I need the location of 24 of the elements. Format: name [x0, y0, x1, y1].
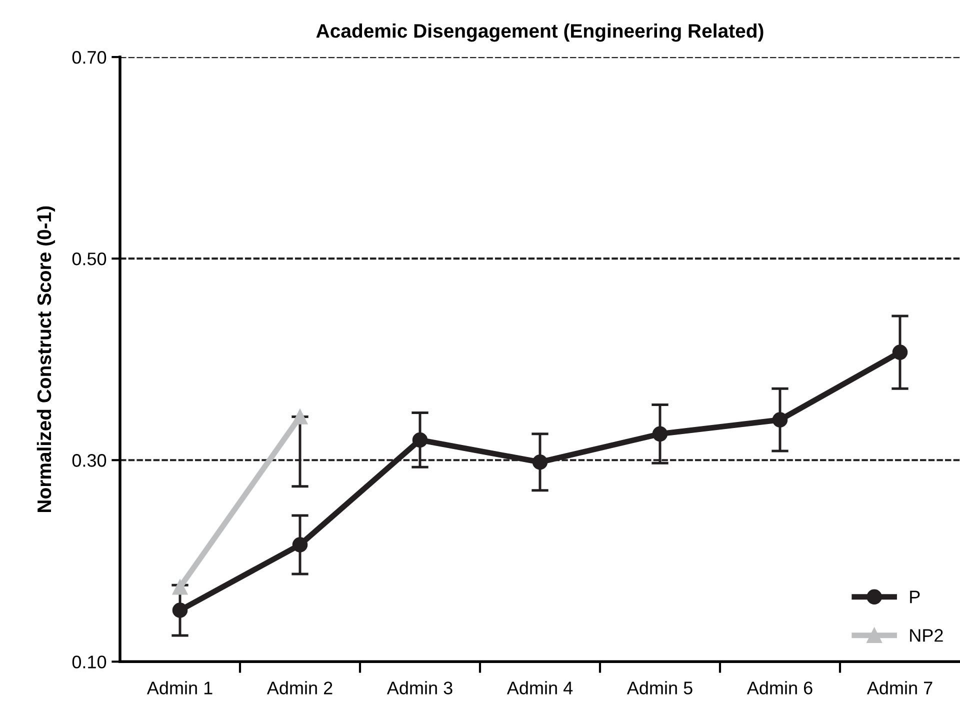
x-tick-label: Admin 3 — [386, 681, 452, 694]
x-tick-label: Admin 6 — [746, 681, 812, 694]
chart-title: Academic Disengagement (Engineering Related) — [316, 24, 764, 42]
point — [292, 537, 308, 552]
y-tick-label: 0.70 — [72, 50, 106, 64]
point — [172, 602, 188, 618]
y-tick-label: 0.10 — [72, 656, 106, 668]
x-tick-label: Admin 1 — [146, 681, 212, 694]
legend-label: NP2 — [910, 629, 943, 642]
point — [172, 579, 188, 595]
point — [892, 344, 908, 360]
point — [772, 412, 788, 428]
x-tick-label: Admin 7 — [866, 681, 932, 694]
x-tick-label: Admin 2 — [266, 681, 332, 694]
legend-label: P — [910, 590, 920, 604]
point — [652, 426, 668, 442]
x-tick-label: Admin 4 — [506, 681, 573, 694]
point — [292, 409, 308, 424]
y-tick-label: 0.50 — [72, 252, 106, 266]
point — [412, 432, 428, 448]
point — [532, 454, 548, 470]
x-tick-label: Admin 5 — [626, 681, 692, 694]
y-tick-label: 0.30 — [72, 454, 106, 467]
y-axis-title: Normalized Construct Score (0-1) — [36, 206, 55, 512]
